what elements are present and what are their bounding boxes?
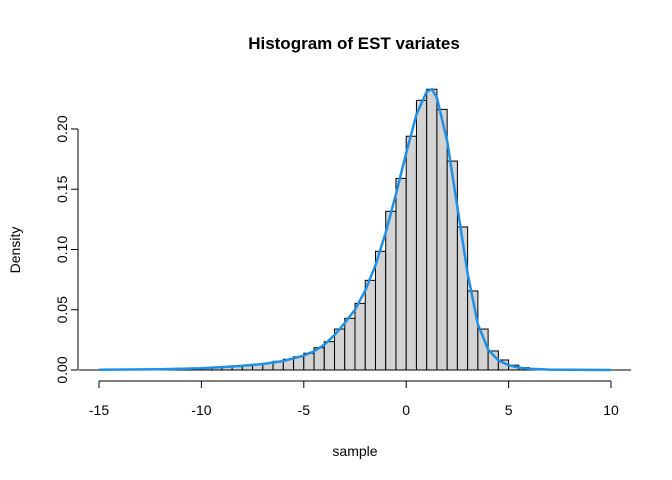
histogram-bar (344, 317, 356, 371)
histogram-bar (415, 99, 428, 371)
density-curve (98, 87, 612, 372)
histogram-bar (364, 279, 376, 371)
y-tick-label: 0.00 (54, 356, 70, 383)
x-tick-label: 0 (402, 402, 410, 418)
y-tick-label: 0.10 (54, 236, 70, 263)
y-tick-label: 0.05 (54, 296, 70, 323)
histogram-bar (426, 88, 438, 371)
histogram-bar (323, 341, 336, 371)
chart-title: Histogram of EST variates (248, 34, 460, 53)
x-tick-label: -15 (89, 402, 109, 418)
histogram-bar (354, 302, 366, 371)
x-tick-label: -5 (298, 402, 311, 418)
x-tick-label: 10 (603, 402, 619, 418)
x-tick-label: -10 (191, 402, 211, 418)
histogram-bar (395, 177, 407, 371)
y-tick-label: 0.20 (54, 115, 70, 142)
x-axis: -15 -10 -5 0 5 10 (89, 380, 619, 418)
y-axis: 0.00 0.05 0.10 0.15 0.20 (54, 115, 79, 384)
histogram-bar (385, 210, 397, 371)
histogram-bar (374, 250, 387, 371)
x-tick-label: 5 (505, 402, 513, 418)
x-axis-label: sample (332, 443, 377, 459)
y-axis-label: Density (7, 227, 23, 274)
histogram-bar (436, 108, 448, 371)
histogram-bar (405, 135, 417, 371)
y-tick-label: 0.15 (54, 175, 70, 202)
